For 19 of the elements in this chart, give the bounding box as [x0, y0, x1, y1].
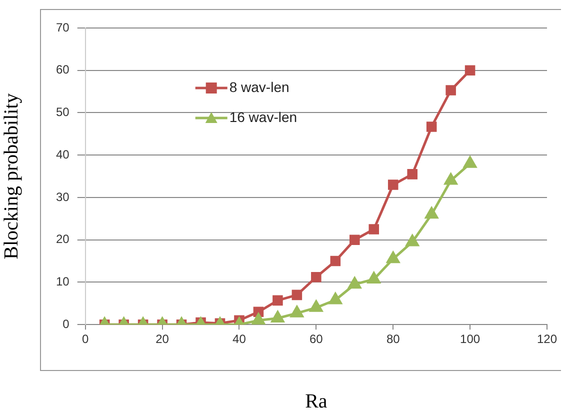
y-tick-label: 0	[62, 316, 70, 331]
x-tick-label: 100	[460, 332, 480, 346]
x-tick-label: 40	[232, 332, 246, 346]
legend-label: 8 wav-len	[229, 78, 290, 95]
x-tick-label: 0	[82, 332, 90, 346]
y-tick-label: 60	[56, 62, 70, 77]
y-tick-label: 30	[56, 190, 70, 204]
x-axis-title: Ra	[305, 390, 328, 412]
x-tick-label: 120	[536, 332, 558, 346]
x-tick-label: 80	[386, 332, 400, 346]
x-tick-label: 60	[309, 332, 324, 346]
y-tick-label: 40	[56, 147, 70, 162]
y-tick-label: 50	[56, 105, 70, 120]
legend-label: 16 wav-len	[229, 108, 298, 125]
y-tick-label: 20	[56, 232, 70, 246]
y-tick-label: 70	[56, 20, 70, 34]
y-tick-label: 10	[56, 274, 70, 289]
x-tick-label: 20	[156, 332, 170, 346]
y-axis-title: Blocking probability	[0, 93, 22, 260]
